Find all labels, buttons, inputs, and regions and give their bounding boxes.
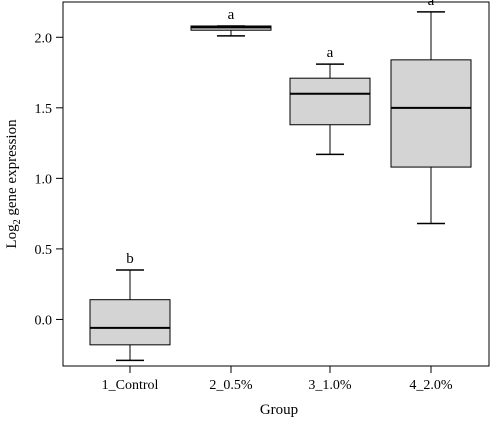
y-axis-label-prefix: Log (4, 224, 20, 249)
y-axis-label-subscript: 2 (12, 219, 23, 224)
box-iqr (89, 299, 171, 346)
box-group: b (89, 251, 171, 362)
y-axis-label-suffix: gene expression (4, 119, 20, 219)
y-tick-label: 1.5 (35, 102, 53, 117)
box-iqr (289, 77, 371, 126)
x-tick-label: 1_Control (102, 378, 159, 393)
y-tick-label: 0.0 (35, 313, 53, 328)
x-axis-label: Group (260, 402, 298, 418)
box-group: a (289, 45, 371, 156)
y-tick-label: 0.5 (35, 243, 53, 258)
significance-label: b (126, 251, 134, 267)
y-tick-label: 1.0 (35, 172, 53, 187)
significance-label: a (228, 7, 235, 23)
x-tick-label: 4_2.0% (409, 378, 453, 393)
box-group: a (190, 7, 272, 37)
x-axis: 1_Control 2_0.5% 3_1.0% 4_2.0% (102, 365, 453, 393)
y-axis: 0.0 0.5 1.0 1.5 2.0 (35, 31, 64, 328)
y-tick-label: 2.0 (35, 31, 53, 46)
boxes: b a a a (89, 0, 472, 362)
box-group: a (390, 0, 472, 225)
box-iqr (390, 59, 472, 168)
significance-label: a (428, 0, 435, 9)
x-tick-label: 3_1.0% (308, 378, 352, 393)
y-axis-label: Log2 gene expression (4, 119, 23, 249)
x-tick-label: 2_0.5% (209, 378, 253, 393)
significance-label: a (327, 45, 334, 61)
